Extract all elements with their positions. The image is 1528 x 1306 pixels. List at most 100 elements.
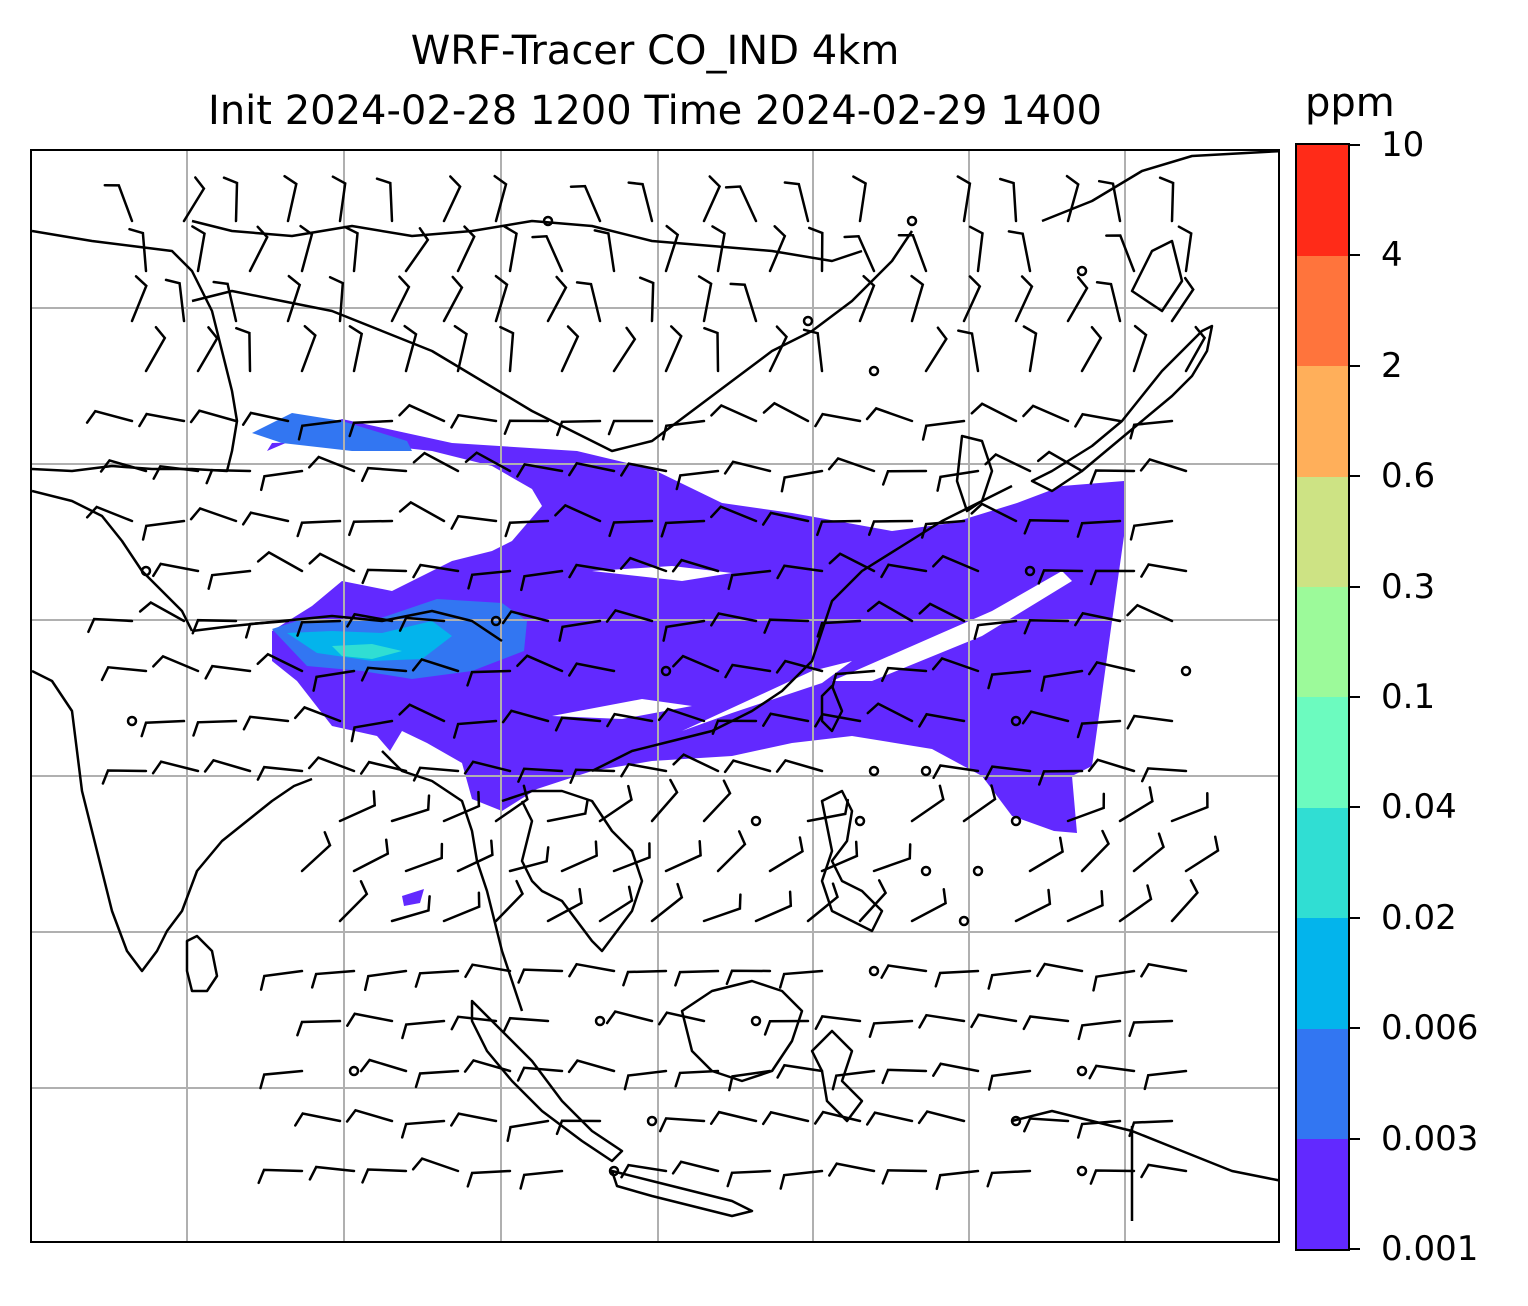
- wind-barb: [554, 503, 602, 523]
- wind-barb: [205, 468, 252, 485]
- wind-barb: [619, 556, 668, 573]
- wind-barb: [761, 511, 810, 526]
- plume-gap3: [592, 566, 732, 581]
- wind-barb: [754, 890, 793, 923]
- wind-barb: [806, 882, 839, 923]
- wind-barb: [1126, 714, 1174, 730]
- wind-barb: [182, 176, 206, 223]
- wind-barb: [593, 229, 616, 273]
- wind-barb: [1023, 1117, 1070, 1133]
- wind-barb: [1080, 325, 1103, 373]
- wind-barb: [868, 1019, 914, 1038]
- wind-barb: [703, 326, 720, 373]
- calm-wind-marker: [126, 715, 138, 727]
- wind-barb: [768, 225, 787, 273]
- wind-barb: [501, 709, 550, 724]
- wind-barb: [404, 842, 444, 873]
- wind-barb: [1023, 619, 1070, 635]
- wind-barb: [331, 175, 347, 223]
- plume-peak: [332, 644, 402, 659]
- wind-barb: [880, 964, 928, 979]
- wind-barb: [567, 1059, 616, 1074]
- wind-barb: [605, 608, 654, 623]
- wind-barb: [499, 325, 515, 373]
- wind-barb: [164, 278, 186, 323]
- wind-barb: [865, 1111, 914, 1126]
- wind-barb: [259, 469, 304, 492]
- calm-wind-marker: [958, 915, 970, 927]
- north-china-border: [191, 230, 914, 453]
- colorbar-tick: [1350, 1027, 1360, 1030]
- colorbar-band: [1297, 917, 1348, 1029]
- wind-barb: [814, 712, 862, 728]
- plume-gap1: [682, 661, 852, 731]
- wind-barb: [411, 657, 460, 673]
- wind-barb: [348, 325, 364, 373]
- colorbar-unit: ppm: [1305, 80, 1395, 126]
- wind-barb: [1066, 792, 1106, 823]
- wind-barb: [709, 1110, 758, 1125]
- colorbar-tick: [1350, 364, 1360, 367]
- wind-barb: [1126, 603, 1174, 623]
- wind-barb: [466, 1169, 512, 1188]
- wind-barb: [310, 969, 356, 989]
- wind-barb: [768, 836, 804, 873]
- wind-barb: [1089, 569, 1136, 586]
- wind-barb: [657, 707, 706, 723]
- wind-barb: [866, 600, 914, 623]
- wind-barb: [204, 664, 252, 680]
- wind-barb: [697, 275, 713, 323]
- wind-barb: [307, 455, 356, 473]
- calm-wind-marker: [802, 315, 814, 327]
- map-panel[interactable]: [30, 149, 1280, 1243]
- wind-barb: [312, 669, 356, 692]
- wind-barb: [152, 654, 200, 673]
- wind-barb: [1014, 888, 1052, 923]
- calm-wind-marker: [1076, 1065, 1088, 1077]
- wind-barb: [607, 419, 654, 436]
- wind-barb: [660, 519, 706, 538]
- wind-barb: [1128, 1019, 1174, 1038]
- wind-barb: [986, 1169, 1032, 1188]
- wind-barb: [212, 280, 238, 323]
- wind-barb: [998, 177, 1018, 223]
- wind-barb: [813, 1110, 862, 1125]
- colorbar-band: [1297, 807, 1348, 919]
- wind-barb: [1105, 234, 1136, 273]
- wind-barb: [932, 554, 980, 573]
- wind-barb: [411, 1157, 460, 1173]
- calm-wind-marker: [594, 1015, 606, 1027]
- wind-barb: [546, 887, 583, 923]
- wind-barb: [726, 1169, 772, 1188]
- calm-wind-marker: [348, 1065, 360, 1077]
- wind-barb: [608, 519, 654, 538]
- wind-barb: [1066, 889, 1104, 923]
- wind-barb: [921, 419, 966, 441]
- wind-barb: [872, 843, 912, 873]
- wind-barb: [196, 326, 219, 373]
- wind-barb: [1087, 758, 1136, 773]
- wind-barb: [858, 274, 876, 323]
- wind-barb: [517, 968, 564, 984]
- new-guinea: [1011, 1109, 1278, 1221]
- wind-barb: [450, 1015, 498, 1031]
- plume-core: [287, 621, 452, 661]
- colorbar-tick: [1350, 916, 1360, 919]
- wind-barb: [957, 329, 980, 373]
- wind-barb: [360, 666, 408, 682]
- wind-barb: [723, 460, 772, 475]
- wind-barb: [1028, 836, 1064, 873]
- plume-main: [267, 419, 1124, 833]
- wind-barb: [404, 227, 430, 273]
- wind-barb: [346, 612, 394, 628]
- wind-barb: [241, 511, 290, 526]
- wind-barb: [775, 758, 824, 773]
- plume-gap2: [832, 571, 1072, 681]
- wind-barb: [519, 1169, 564, 1190]
- wind-barb: [464, 963, 512, 979]
- wind-barb: [675, 469, 720, 491]
- wind-barb: [531, 235, 564, 273]
- calm-wind-marker: [140, 565, 152, 577]
- wind-barb: [568, 962, 616, 978]
- wind-barb: [664, 325, 683, 373]
